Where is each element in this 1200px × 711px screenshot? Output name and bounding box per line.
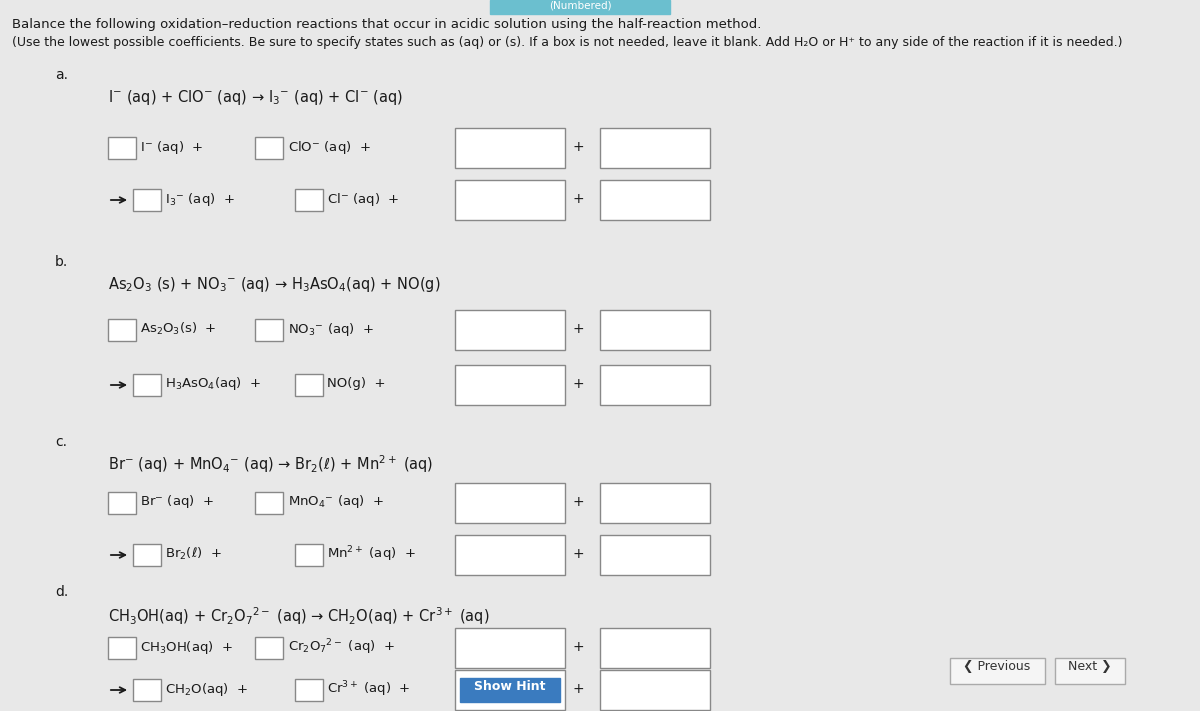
Bar [600, 670, 710, 710]
Text: CH$_{3}$OH(aq)  +: CH$_{3}$OH(aq) + [140, 638, 233, 656]
Bar [600, 310, 710, 350]
Bar [108, 492, 136, 514]
Bar [460, 678, 560, 702]
Bar [490, 0, 670, 14]
Bar [600, 535, 710, 575]
Text: a.: a. [55, 68, 68, 82]
Bar [600, 483, 710, 523]
Bar [256, 637, 283, 659]
Text: ClO$^{-}$ (aq)  +: ClO$^{-}$ (aq) + [288, 139, 371, 156]
Text: +: + [574, 140, 584, 154]
Text: Cr$^{3+}$ (aq)  +: Cr$^{3+}$ (aq) + [326, 679, 410, 699]
Bar [455, 535, 565, 575]
Bar [108, 637, 136, 659]
Bar [600, 180, 710, 220]
Bar [455, 180, 565, 220]
Bar [455, 310, 565, 350]
Text: +: + [574, 640, 584, 654]
Text: H$_{3}$AsO$_{4}$(aq)  +: H$_{3}$AsO$_{4}$(aq) + [166, 375, 262, 392]
Bar [455, 483, 565, 523]
Text: Br$^{-}$ (aq)  +: Br$^{-}$ (aq) + [140, 493, 214, 510]
Text: d.: d. [55, 585, 68, 599]
Text: Br$_{2}$(ℓ)  +: Br$_{2}$(ℓ) + [166, 546, 222, 562]
Text: CH$_{2}$O(aq)  +: CH$_{2}$O(aq) + [166, 680, 248, 697]
Text: I$^{-}$ (aq)  +: I$^{-}$ (aq) + [140, 139, 203, 156]
Bar [295, 544, 323, 566]
Text: Mn$^{2+}$ (aq)  +: Mn$^{2+}$ (aq) + [326, 544, 415, 564]
Bar [455, 128, 565, 168]
Text: +: + [574, 377, 584, 391]
Bar [600, 628, 710, 668]
Text: Next ❯: Next ❯ [1068, 660, 1112, 673]
Text: Balance the following oxidation–reduction reactions that occur in acidic solutio: Balance the following oxidation–reductio… [12, 18, 761, 31]
Bar [600, 128, 710, 168]
Text: Br$^{-}$ (aq) + MnO$_{4}$$^{-}$ (aq) → Br$_{2}$(ℓ) + Mn$^{2+}$ (aq): Br$^{-}$ (aq) + MnO$_{4}$$^{-}$ (aq) → B… [108, 453, 433, 475]
Text: CH$_{3}$OH(aq) + Cr$_{2}$O$_{7}$$^{2-}$ (aq) → CH$_{2}$O(aq) + Cr$^{3+}$ (aq): CH$_{3}$OH(aq) + Cr$_{2}$O$_{7}$$^{2-}$ … [108, 605, 490, 626]
Text: I$_{3}$$^{-}$ (aq)  +: I$_{3}$$^{-}$ (aq) + [166, 191, 235, 208]
Bar [295, 679, 323, 701]
Bar [256, 319, 283, 341]
Text: +: + [574, 495, 584, 509]
Text: As$_{2}$O$_{3}$(s)  +: As$_{2}$O$_{3}$(s) + [140, 321, 216, 337]
Bar [1055, 658, 1126, 684]
Bar [108, 137, 136, 159]
Text: Show Hint: Show Hint [474, 680, 546, 693]
Bar [455, 670, 565, 710]
Text: As$_{2}$O$_{3}$ (s) + NO$_{3}$$^{-}$ (aq) → H$_{3}$AsO$_{4}$(aq) + NO(g): As$_{2}$O$_{3}$ (s) + NO$_{3}$$^{-}$ (aq… [108, 275, 440, 294]
Text: +: + [574, 547, 584, 561]
Bar [455, 365, 565, 405]
Bar [295, 189, 323, 211]
Bar [133, 189, 161, 211]
Bar [256, 492, 283, 514]
Bar [133, 544, 161, 566]
Text: b.: b. [55, 255, 68, 269]
Bar [256, 137, 283, 159]
Text: Cr$_{2}$O$_{7}$$^{2-}$ (aq)  +: Cr$_{2}$O$_{7}$$^{2-}$ (aq) + [288, 637, 395, 657]
Bar [600, 365, 710, 405]
Text: NO$_{3}$$^{-}$ (aq)  +: NO$_{3}$$^{-}$ (aq) + [288, 321, 374, 338]
Bar [108, 319, 136, 341]
Text: I$^{-}$ (aq) + ClO$^{-}$ (aq) → I$_{3}$$^{-}$ (aq) + Cl$^{-}$ (aq): I$^{-}$ (aq) + ClO$^{-}$ (aq) → I$_{3}$$… [108, 88, 403, 107]
Bar [295, 374, 323, 396]
Text: MnO$_{4}$$^{-}$ (aq)  +: MnO$_{4}$$^{-}$ (aq) + [288, 493, 384, 510]
Text: +: + [574, 682, 584, 696]
Bar [455, 628, 565, 668]
Bar [133, 679, 161, 701]
Text: (Use the lowest possible coefficients. Be sure to specify states such as (aq) or: (Use the lowest possible coefficients. B… [12, 36, 1122, 49]
Text: ❮ Previous: ❮ Previous [964, 660, 1031, 673]
Text: c.: c. [55, 435, 67, 449]
Text: NO(g)  +: NO(g) + [326, 378, 385, 390]
Text: Cl$^{-}$ (aq)  +: Cl$^{-}$ (aq) + [326, 191, 400, 208]
Text: (Numbered): (Numbered) [548, 0, 611, 10]
Text: +: + [574, 322, 584, 336]
Bar [950, 658, 1045, 684]
Bar [133, 374, 161, 396]
Text: +: + [574, 192, 584, 206]
